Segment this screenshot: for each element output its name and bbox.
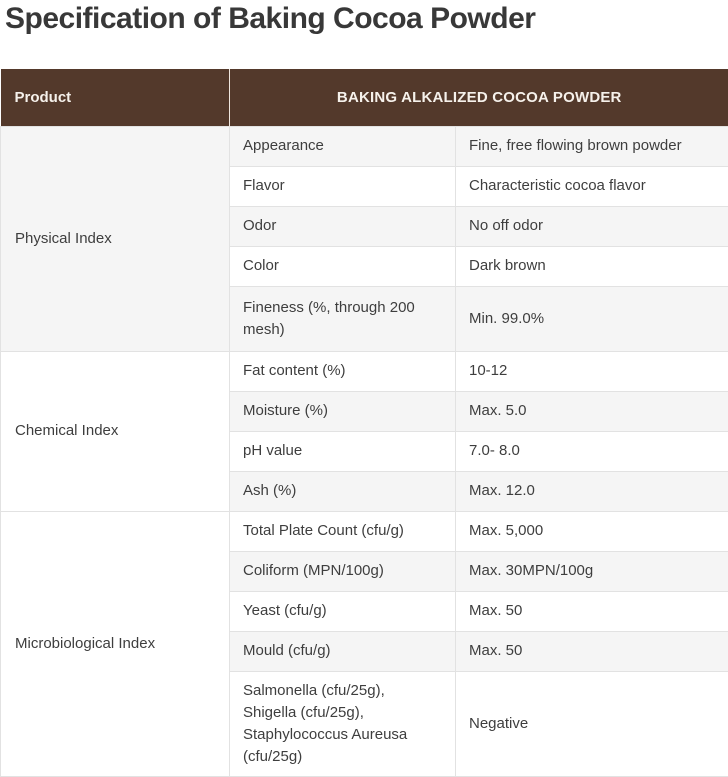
attr-cell: Color [230, 246, 456, 286]
value-cell: Max. 50 [456, 591, 728, 631]
value-cell: 10-12 [456, 351, 728, 391]
attr-cell: Moisture (%) [230, 391, 456, 431]
value-cell: Max. 5,000 [456, 511, 728, 551]
table-row: Chemical Index Fat content (%) 10-12 [1, 351, 728, 391]
attr-cell: Total Plate Count (cfu/g) [230, 511, 456, 551]
value-cell: Characteristic cocoa flavor [456, 166, 728, 206]
value-cell: Max. 50 [456, 631, 728, 671]
page-title: Specification of Baking Cocoa Powder [0, 0, 728, 36]
value-cell: Min. 99.0% [456, 286, 728, 351]
attr-cell: Flavor [230, 166, 456, 206]
category-cell-physical-index: Physical Index [1, 126, 230, 351]
value-cell: Max. 30MPN/100g [456, 551, 728, 591]
attr-cell: Mould (cfu/g) [230, 631, 456, 671]
attr-cell: Ash (%) [230, 471, 456, 511]
value-cell: Dark brown [456, 246, 728, 286]
attr-cell: Appearance [230, 126, 456, 166]
attr-cell: Fineness (%, through 200 mesh) [230, 286, 456, 351]
category-cell-microbiological-index: Microbiological Index [1, 511, 230, 776]
header-cell-product-value: BAKING ALKALIZED COCOA POWDER [230, 69, 728, 126]
category-cell-chemical-index: Chemical Index [1, 351, 230, 511]
value-cell: Max. 12.0 [456, 471, 728, 511]
value-cell: Negative [456, 671, 728, 776]
value-cell: Fine, free flowing brown powder [456, 126, 728, 166]
table-row: Physical Index Appearance Fine, free flo… [1, 126, 728, 166]
attr-cell: Odor [230, 206, 456, 246]
header-cell-product: Product [1, 69, 230, 126]
table-row: Microbiological Index Total Plate Count … [1, 511, 728, 551]
attr-cell: Fat content (%) [230, 351, 456, 391]
value-cell: No off odor [456, 206, 728, 246]
attr-cell: Salmonella (cfu/25g), Shigella (cfu/25g)… [230, 671, 456, 776]
spec-table: Product BAKING ALKALIZED COCOA POWDER Ph… [0, 69, 728, 777]
value-cell: 7.0- 8.0 [456, 431, 728, 471]
attr-cell: Coliform (MPN/100g) [230, 551, 456, 591]
value-cell: Max. 5.0 [456, 391, 728, 431]
attr-cell: pH value [230, 431, 456, 471]
attr-cell: Yeast (cfu/g) [230, 591, 456, 631]
table-header-row: Product BAKING ALKALIZED COCOA POWDER [1, 69, 728, 126]
